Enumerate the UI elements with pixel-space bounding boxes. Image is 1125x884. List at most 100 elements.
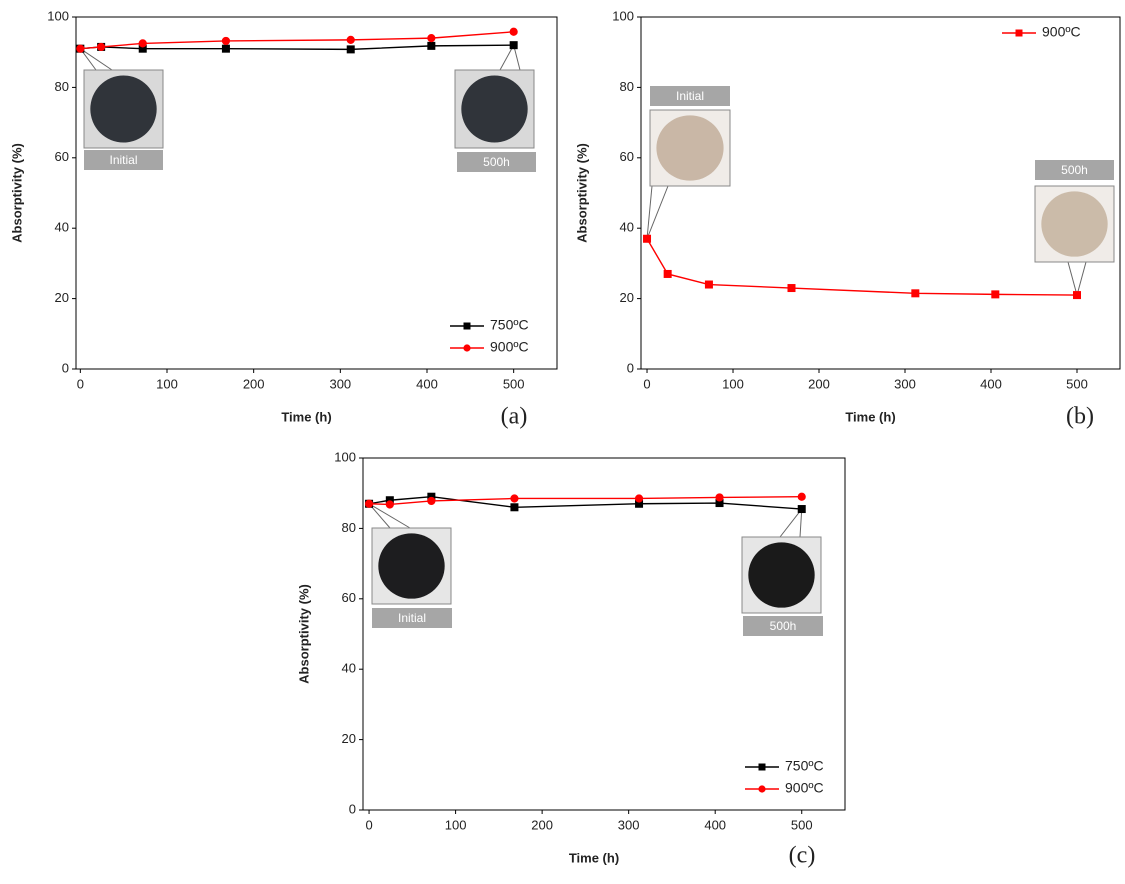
legend-marker (464, 323, 471, 330)
legend-label: 900ºC (490, 339, 529, 355)
x-tick-label: 500 (791, 817, 813, 832)
panel-label: (a) (501, 404, 528, 430)
legend-marker (759, 764, 766, 771)
data-point (716, 494, 723, 501)
data-point (664, 270, 671, 277)
x-axis-title: Time (h) (281, 409, 331, 424)
photo-label: 500h (1061, 163, 1088, 177)
legend-label: 900ºC (785, 780, 824, 796)
x-tick-label: 300 (329, 376, 351, 391)
y-tick-label: 20 (55, 290, 69, 305)
y-tick-label: 20 (620, 290, 634, 305)
data-point (912, 290, 919, 297)
sample-disc (90, 75, 156, 142)
data-point (365, 500, 372, 507)
data-point (1074, 292, 1081, 299)
data-point (510, 42, 517, 49)
data-point (788, 285, 795, 292)
data-point (428, 42, 435, 49)
y-axis-title: Absorptivity (%) (9, 143, 24, 243)
y-tick-label: 0 (627, 360, 634, 375)
y-tick-label: 100 (612, 8, 634, 23)
sample-disc (378, 533, 444, 598)
x-tick-label: 0 (77, 376, 84, 391)
panel-label: (c) (789, 843, 816, 869)
y-tick-label: 40 (620, 220, 634, 235)
x-tick-label: 100 (156, 376, 178, 391)
photo-label: 500h (770, 619, 797, 633)
y-tick-label: 80 (55, 79, 69, 94)
figure: 0204060801000100200300400500Time (h)Abso… (0, 0, 1125, 879)
photo-label: Initial (398, 611, 426, 625)
x-tick-label: 200 (531, 817, 553, 832)
y-tick-label: 20 (342, 731, 356, 746)
x-tick-label: 400 (416, 376, 438, 391)
x-tick-label: 500 (503, 376, 525, 391)
y-axis-title: Absorptivity (%) (296, 584, 311, 684)
callout-line (80, 49, 112, 70)
y-tick-label: 100 (334, 449, 356, 464)
data-point (428, 497, 435, 504)
y-tick-label: 40 (342, 661, 356, 676)
legend-marker (758, 785, 765, 792)
data-point (511, 495, 518, 502)
sample-disc (461, 75, 527, 142)
data-point (77, 45, 84, 52)
x-tick-label: 400 (980, 376, 1002, 391)
page: 0204060801000100200300400500Time (h)Abso… (0, 0, 1125, 884)
data-point (98, 43, 105, 50)
x-tick-label: 300 (894, 376, 916, 391)
data-point (511, 504, 518, 511)
x-tick-label: 200 (808, 376, 830, 391)
x-tick-label: 0 (643, 376, 650, 391)
data-point (705, 281, 712, 288)
y-tick-label: 0 (349, 801, 356, 816)
data-point (139, 40, 146, 47)
y-tick-label: 60 (620, 149, 634, 164)
callout-line (800, 509, 802, 537)
data-point (347, 36, 354, 43)
y-axis-title: Absorptivity (%) (574, 143, 589, 243)
x-tick-label: 100 (445, 817, 467, 832)
data-point (644, 235, 651, 242)
legend-label: 750ºC (490, 317, 529, 333)
data-point (222, 45, 229, 52)
legend-label: 750ºC (785, 758, 824, 774)
data-point (347, 46, 354, 53)
y-tick-label: 80 (620, 79, 634, 94)
callout-line (647, 186, 668, 239)
photo-label: 500h (483, 155, 510, 169)
sample-disc (1041, 191, 1107, 256)
y-tick-label: 100 (47, 8, 69, 23)
x-tick-label: 0 (365, 817, 372, 832)
data-point (428, 35, 435, 42)
x-tick-label: 200 (243, 376, 265, 391)
x-axis-title: Time (h) (569, 850, 619, 865)
data-point (222, 37, 229, 44)
x-tick-label: 400 (704, 817, 726, 832)
sample-disc (656, 115, 723, 180)
callout-line (780, 509, 802, 537)
legend-marker (1016, 30, 1023, 37)
panel-label: (b) (1066, 404, 1094, 430)
photo-label: Initial (109, 153, 137, 167)
data-point (386, 501, 393, 508)
sample-disc (748, 542, 814, 607)
x-tick-label: 100 (722, 376, 744, 391)
y-tick-label: 60 (55, 149, 69, 164)
data-point (635, 495, 642, 502)
y-tick-label: 40 (55, 220, 69, 235)
data-point (798, 493, 805, 500)
data-point (798, 506, 805, 513)
callout-line (647, 186, 652, 239)
photo-label: Initial (676, 89, 704, 103)
callout-line (1077, 262, 1086, 295)
x-axis-title: Time (h) (845, 409, 895, 424)
x-tick-label: 300 (618, 817, 640, 832)
y-tick-label: 80 (342, 520, 356, 535)
y-tick-label: 60 (342, 590, 356, 605)
data-point (510, 28, 517, 35)
data-point (992, 291, 999, 298)
legend-marker (463, 344, 470, 351)
legend-label: 900ºC (1042, 24, 1081, 40)
